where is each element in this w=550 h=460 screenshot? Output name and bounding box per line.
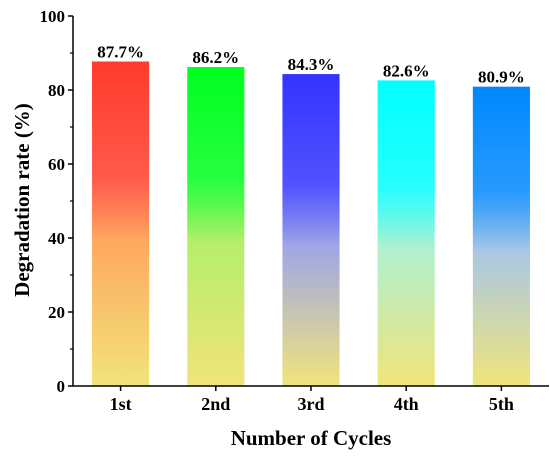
bar-1st	[92, 61, 150, 386]
x-tick-label-1st: 1st	[110, 394, 132, 414]
x-tick-label-4th: 4th	[394, 394, 419, 414]
data-label-5th: 80.9%	[478, 68, 525, 87]
data-label-4th: 82.6%	[383, 61, 430, 80]
y-tick-label-40: 40	[48, 229, 65, 248]
bars-layer	[92, 61, 530, 387]
y-tick-label-100: 100	[40, 7, 66, 26]
y-tick-label-0: 0	[57, 377, 66, 396]
bar-2nd	[187, 67, 245, 386]
y-axis-title: Degradation rate (%)	[10, 103, 34, 297]
y-tick-label-80: 80	[48, 81, 65, 100]
y-tick-label-60: 60	[48, 155, 65, 174]
data-label-1st: 87.7%	[97, 43, 144, 62]
bar-3rd	[282, 74, 340, 386]
data-label-3rd: 84.3%	[288, 55, 335, 74]
data-label-2nd: 86.2%	[192, 48, 239, 67]
y-tick-label-20: 20	[48, 303, 65, 322]
bar-4th	[377, 80, 435, 386]
x-tick-label-2nd: 2nd	[201, 394, 230, 414]
labels-layer: 87.7% 1st 86.2% 2nd 84.3% 3rd 82.6% 4th 80.9% 5th…	[40, 7, 525, 414]
x-tick-label-3rd: 3rd	[298, 394, 325, 414]
axes-layer	[68, 15, 549, 391]
x-axis-title: Number of Cycles	[231, 426, 392, 450]
bar-5th	[472, 86, 530, 387]
x-tick-label-5th: 5th	[489, 394, 514, 414]
